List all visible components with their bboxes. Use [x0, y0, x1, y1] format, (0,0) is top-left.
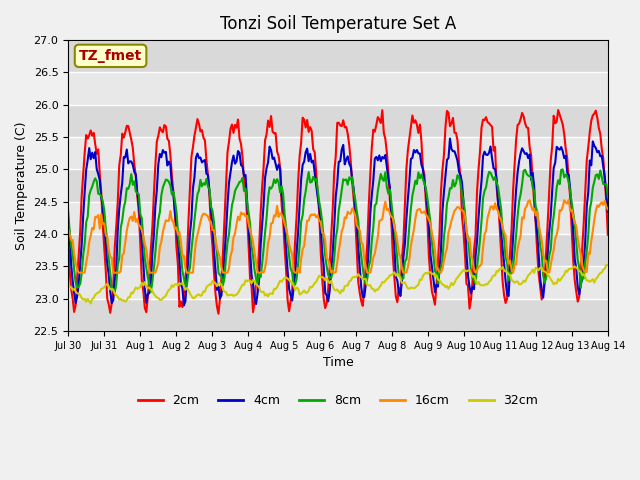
Line: 16cm: 16cm — [68, 200, 608, 273]
2cm — [577, 271, 584, 276]
16cm — [227, 253, 234, 259]
16cm — [604, 206, 612, 212]
2cm — [214, 311, 222, 317]
2cm — [604, 232, 612, 238]
8cm — [577, 285, 584, 291]
16cm — [253, 269, 261, 275]
4cm — [577, 281, 584, 287]
Bar — [68, 299, 608, 331]
Line: 8cm: 8cm — [68, 169, 608, 292]
32cm — [604, 263, 612, 268]
4cm — [64, 216, 72, 222]
2cm — [131, 162, 138, 168]
32cm — [575, 268, 583, 274]
2cm — [302, 125, 310, 131]
X-axis label: Time: Time — [323, 356, 353, 369]
8cm — [559, 167, 566, 172]
32cm — [132, 285, 140, 290]
4cm — [446, 136, 454, 142]
8cm — [227, 216, 234, 221]
32cm — [227, 292, 234, 298]
Line: 32cm: 32cm — [68, 265, 608, 303]
16cm — [302, 230, 310, 236]
32cm — [302, 290, 310, 296]
16cm — [577, 251, 584, 257]
4cm — [227, 169, 234, 175]
8cm — [244, 209, 252, 215]
Bar — [68, 234, 608, 266]
32cm — [244, 277, 252, 283]
Bar — [68, 40, 608, 72]
2cm — [227, 126, 234, 132]
2cm — [554, 107, 562, 113]
Line: 2cm: 2cm — [68, 110, 608, 314]
8cm — [132, 189, 140, 194]
Bar — [68, 169, 608, 202]
16cm — [244, 221, 252, 227]
4cm — [302, 149, 310, 155]
16cm — [565, 197, 573, 203]
Text: TZ_fmet: TZ_fmet — [79, 49, 142, 63]
4cm — [131, 169, 138, 175]
4cm — [604, 209, 612, 215]
2cm — [253, 276, 261, 281]
2cm — [64, 238, 72, 244]
Title: Tonzi Soil Temperature Set A: Tonzi Soil Temperature Set A — [220, 15, 456, 33]
16cm — [64, 226, 72, 232]
4cm — [253, 291, 261, 297]
Bar — [68, 105, 608, 137]
32cm — [253, 283, 261, 288]
8cm — [604, 194, 612, 200]
32cm — [64, 284, 72, 290]
4cm — [180, 302, 188, 308]
Legend: 2cm, 4cm, 8cm, 16cm, 32cm: 2cm, 4cm, 8cm, 16cm, 32cm — [132, 389, 543, 412]
8cm — [302, 189, 310, 194]
32cm — [602, 262, 610, 268]
32cm — [87, 300, 95, 306]
8cm — [111, 289, 118, 295]
16cm — [132, 219, 140, 225]
4cm — [244, 223, 252, 228]
16cm — [75, 270, 83, 276]
8cm — [253, 281, 261, 287]
8cm — [64, 208, 72, 214]
2cm — [244, 241, 252, 247]
Line: 4cm: 4cm — [68, 139, 608, 305]
Y-axis label: Soil Temperature (C): Soil Temperature (C) — [15, 121, 28, 250]
